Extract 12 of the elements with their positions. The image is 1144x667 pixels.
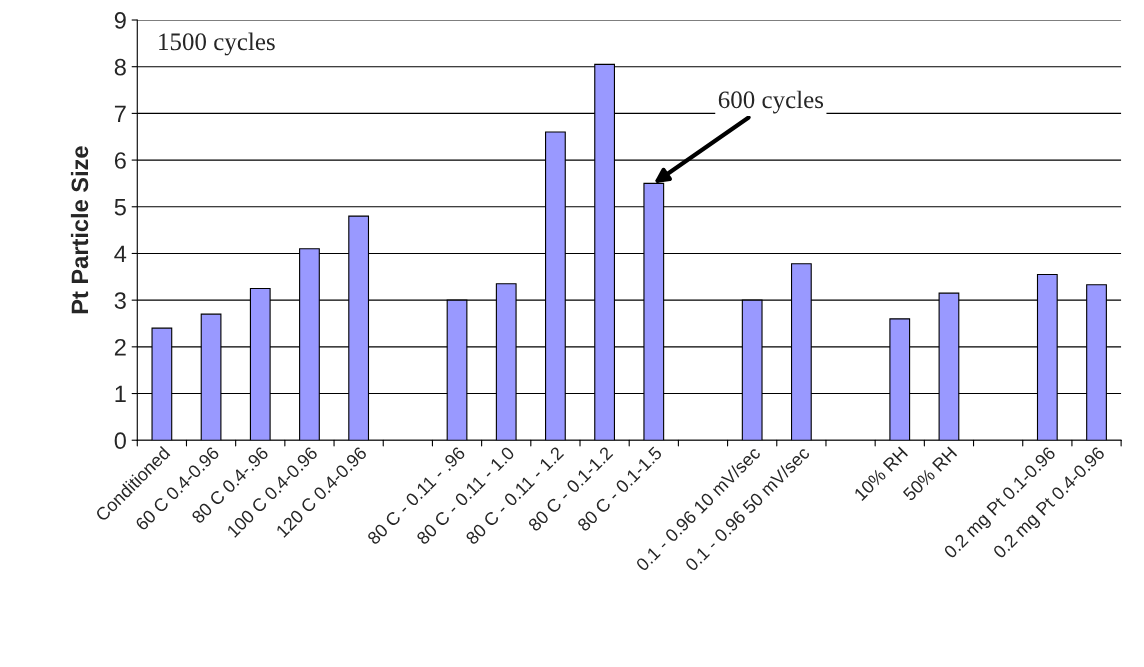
y-axis-title: Pt Particle Size bbox=[70, 146, 89, 314]
y-tick-label: 2 bbox=[114, 338, 126, 356]
y-tick-label: 9 bbox=[114, 12, 126, 29]
y-tick-label: 7 bbox=[114, 105, 126, 122]
y-tick-label: 3 bbox=[114, 292, 126, 309]
y-tick-label: 8 bbox=[114, 58, 126, 76]
annotation: 1500 cycles bbox=[159, 32, 275, 56]
y-tick-label: 6 bbox=[114, 152, 126, 169]
y-tick-label: 4 bbox=[114, 245, 127, 263]
y-tick-label: 1 bbox=[115, 385, 126, 403]
y-tick-label: 5 bbox=[114, 199, 126, 216]
annotation: 600 cycles bbox=[718, 90, 824, 114]
